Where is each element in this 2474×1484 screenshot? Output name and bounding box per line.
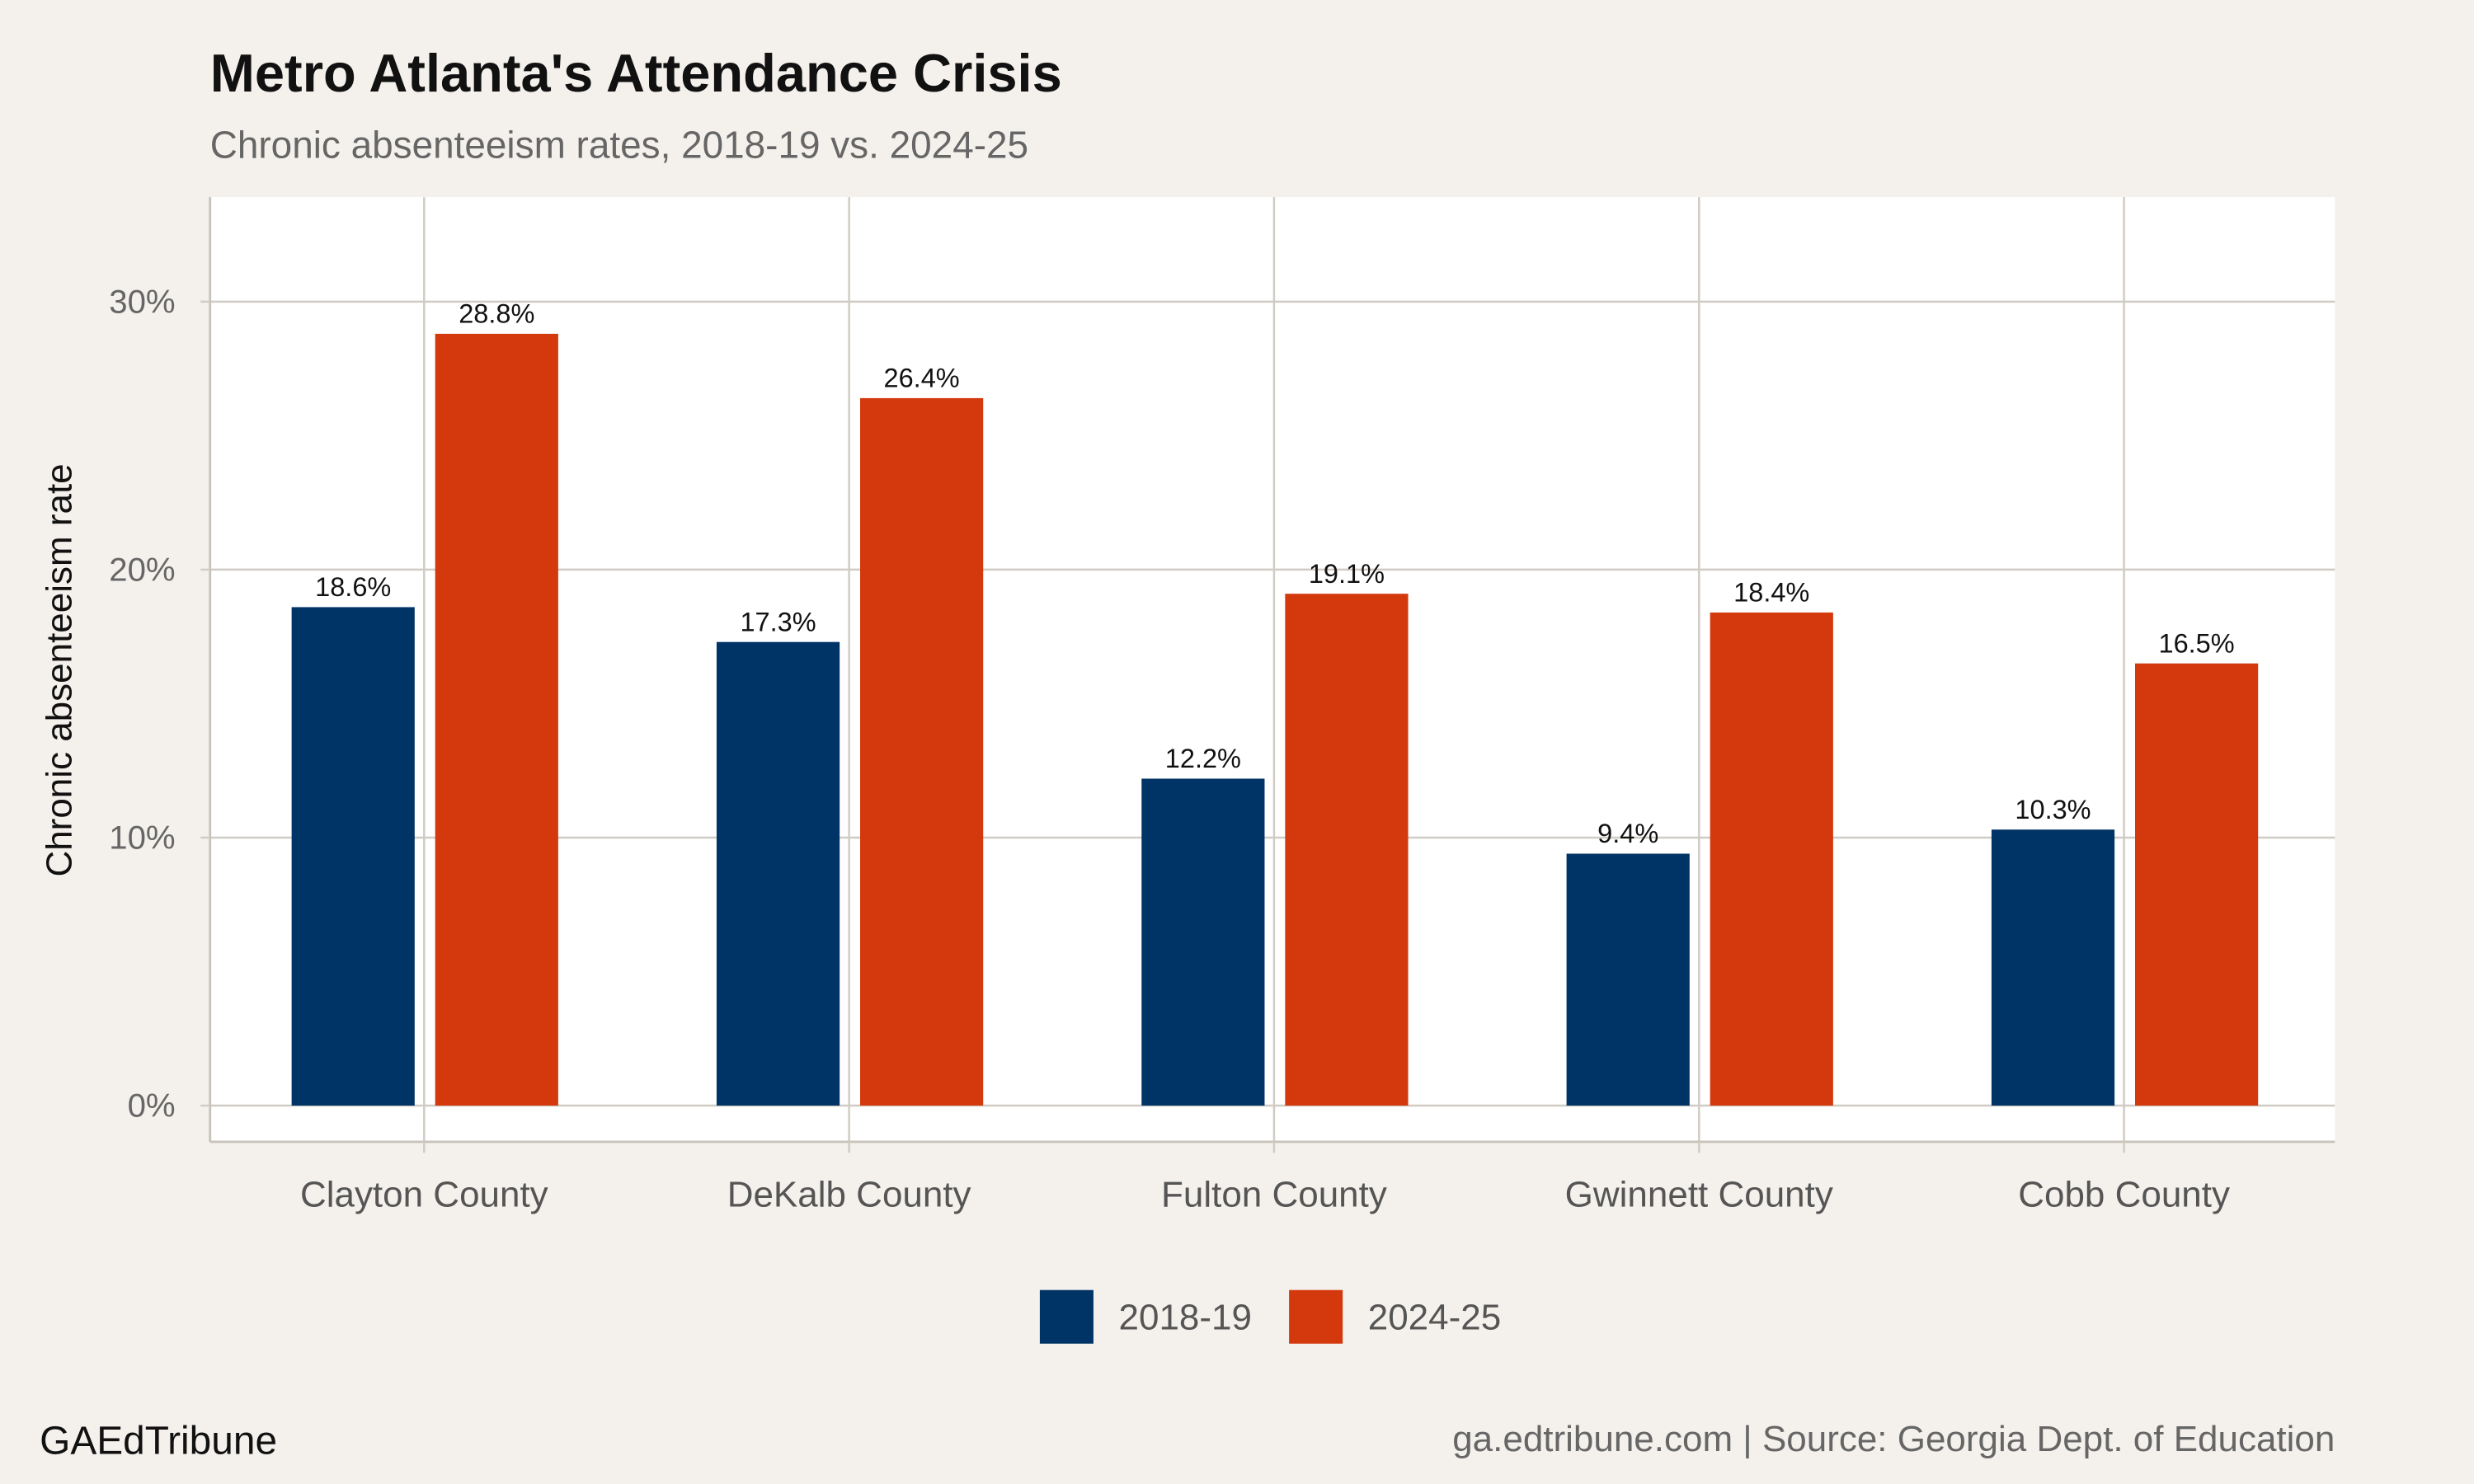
data-label: 9.4%: [1597, 819, 1658, 848]
bar-2018-19-dekalb-county: [716, 641, 840, 1106]
chart-title: Metro Atlanta's Attendance Crisis: [210, 43, 1062, 103]
x-tick-label: Clayton County: [300, 1174, 548, 1214]
y-axis-label: Chronic absenteeism rate: [39, 463, 79, 876]
bars: [291, 333, 2259, 1106]
plot-panel: [209, 197, 2335, 1142]
data-label: 12.2%: [1165, 744, 1241, 773]
data-label: 19.1%: [1309, 559, 1385, 589]
brand-footer: GAEdTribune: [40, 1420, 277, 1463]
bar-2018-19-cobb-county: [1991, 829, 2115, 1106]
legend-swatch-2018-19: [1039, 1289, 1094, 1344]
data-label: 28.8%: [459, 298, 534, 328]
legend-label-2024-25: 2024-25: [1368, 1298, 1501, 1338]
y-tick-label: 30%: [109, 283, 175, 320]
source-footer: ga.edtribune.com | Source: Georgia Dept.…: [1452, 1419, 2335, 1459]
bar-2024-25-dekalb-county: [860, 397, 984, 1106]
grid: [209, 197, 2335, 1142]
bar-2018-19-fulton-county: [1141, 778, 1265, 1106]
x-tick-label: Fulton County: [1161, 1174, 1387, 1214]
bar-2018-19-clayton-county: [291, 607, 415, 1106]
chart-subtitle: Chronic absenteeism rates, 2018-19 vs. 2…: [210, 123, 1028, 166]
x-ticks: Clayton County DeKalb County Fulton County…: [300, 1141, 2230, 1214]
y-tick-label: 0%: [128, 1087, 176, 1124]
x-tick-label: Gwinnett County: [1565, 1174, 1833, 1214]
x-tick-label: DeKalb County: [727, 1174, 971, 1214]
y-tick-label: 20%: [109, 551, 175, 588]
bar-2018-19-gwinnett-county: [1566, 853, 1690, 1106]
bar-2024-25-cobb-county: [2134, 663, 2259, 1106]
bar-2024-25-gwinnett-county: [1710, 612, 1833, 1106]
bar-2024-25-fulton-county: [1285, 594, 1409, 1106]
data-label: 16.5%: [2159, 628, 2235, 658]
data-label: 18.4%: [1733, 578, 1809, 608]
x-tick-label: Cobb County: [2018, 1174, 2230, 1214]
y-ticks: 0% 10% 20% 30%: [109, 283, 210, 1124]
y-tick-label: 10%: [109, 819, 175, 856]
legend-label-2018-19: 2018-19: [1119, 1298, 1252, 1338]
data-label: 18.6%: [315, 572, 391, 602]
data-label: 17.3%: [740, 607, 816, 636]
legend-swatch-2024-25: [1289, 1289, 1343, 1344]
bar-2024-25-clayton-county: [435, 333, 558, 1106]
data-label: 26.4%: [884, 364, 960, 393]
data-label: 10.3%: [2015, 795, 2091, 824]
data-labels: 18.6% 17.3% 12.2% 9.4% 10.3% 28.8% 26.4% 19.1% 1…: [315, 298, 2235, 848]
legend: 2018-19 2024-25: [1039, 1289, 1501, 1344]
